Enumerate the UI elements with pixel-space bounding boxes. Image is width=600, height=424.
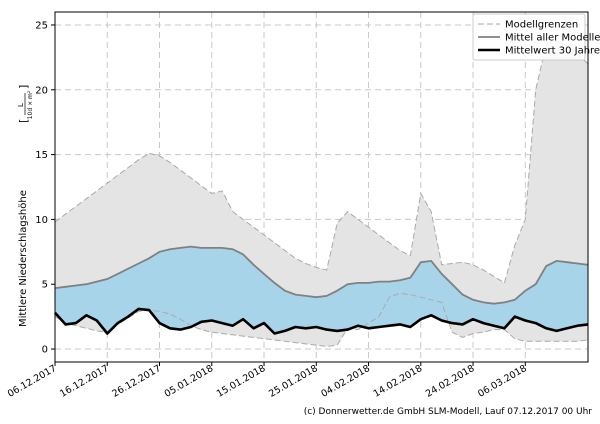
legend-box	[472, 13, 586, 61]
y-tick-label: 20	[35, 85, 48, 96]
y-tick-label: 25	[35, 20, 48, 31]
copyright-footer: (c) Donnerwetter.de GmbH SLM-Modell, Lau…	[304, 407, 593, 417]
legend-label-model-range: Modellgrenzen	[505, 20, 578, 31]
y-axis-unit-numerator: L	[17, 103, 25, 107]
y-axis-unit-denominator: 10d × m²	[27, 90, 34, 119]
model-mean-line	[54, 245, 589, 305]
plot-frame	[54, 11, 589, 363]
legend-label-model-mean: Mittel aller Modelle	[505, 33, 600, 44]
y-tick-label: 5	[42, 280, 48, 291]
legend-label-climate-mean: Mittelwert 30 Jahre	[505, 46, 600, 57]
y-axis-label-text: Mittlere Niederschlagshöhe	[18, 190, 29, 327]
y-tick-label: 0	[42, 345, 48, 356]
climate-30yr-mean-line	[54, 307, 589, 335]
y-axis-label-bracket-close: ]	[17, 85, 30, 89]
y-axis-label: Mittlere Niederschlagshöhe [ L 10d × m² …	[17, 85, 34, 327]
y-tick-label: 15	[35, 150, 48, 161]
model-range-lower-line	[54, 292, 589, 347]
model-range-upper-line	[54, 39, 589, 284]
y-tick-label: 10	[35, 215, 48, 226]
legend: Modellgrenzen Mittel aller Modelle Mitte…	[472, 13, 600, 61]
model-mean-band-area	[55, 246, 588, 334]
y-axis-label-bracket-open: [	[17, 119, 30, 123]
